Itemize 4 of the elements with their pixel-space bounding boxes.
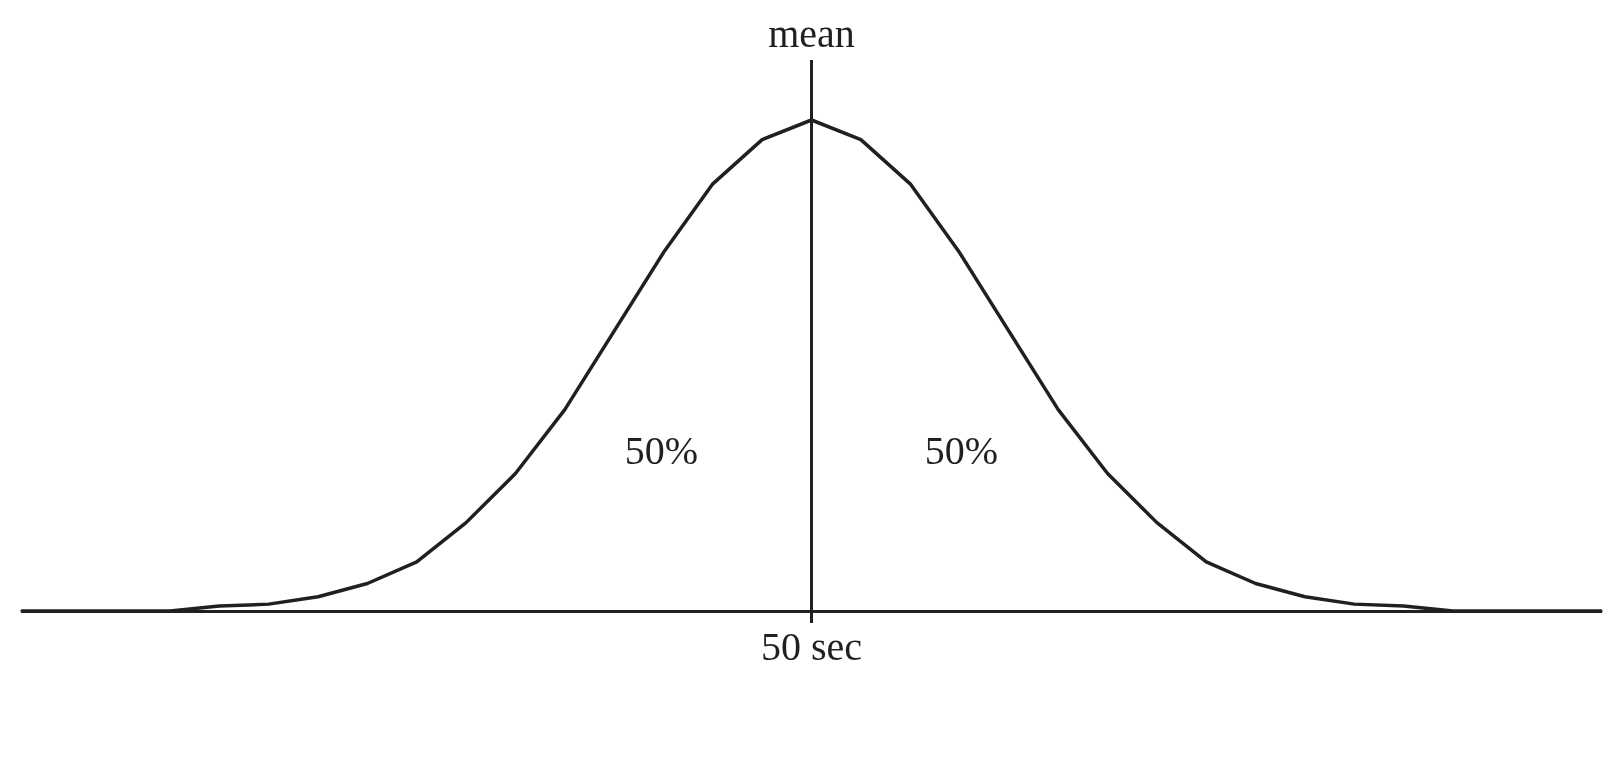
text: mean (768, 10, 855, 56)
text: 50 sec (760, 623, 863, 669)
annotation: 50% (624, 428, 699, 474)
annotation: 50% (924, 428, 999, 474)
